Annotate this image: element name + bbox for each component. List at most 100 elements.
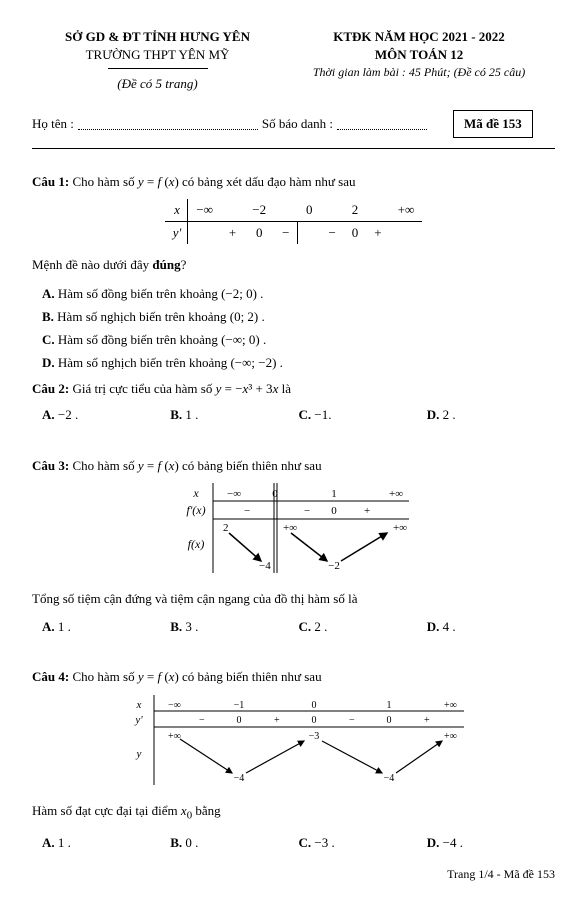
q3-opt-b: B. 3 . xyxy=(170,618,298,636)
q1-opt-a: A. Hàm số đồng biến trên khoảng (−2; 0) … xyxy=(42,285,555,303)
svg-text:0: 0 xyxy=(311,715,316,726)
q1-options: A. Hàm số đồng biến trên khoảng (−2; 0) … xyxy=(42,285,555,373)
q4-opt-b: B. 0 . xyxy=(170,834,298,852)
svg-text:−4: −4 xyxy=(383,773,394,784)
svg-text:+∞: +∞ xyxy=(393,522,407,534)
q3-options: A. 1 . B. 3 . C. 2 . D. 4 . xyxy=(42,618,555,636)
q3-variation-table: x f'(x) f(x) −∞ 0 1 +∞ − − 0 + 2 +∞ +∞ −… xyxy=(32,483,555,578)
q1-sign: 0 xyxy=(244,222,274,245)
svg-text:−2: −2 xyxy=(328,560,340,572)
svg-text:0: 0 xyxy=(236,715,241,726)
q1-sign: 0 xyxy=(344,222,367,245)
q2-options: A. −2 . B. 1 . C. −1. D. 2 . xyxy=(42,406,555,424)
q1-y-label: y' xyxy=(173,225,182,240)
q1-opt-b: B. Hàm số nghịch biến trên khoảng (0; 2)… xyxy=(42,308,555,326)
svg-text:1: 1 xyxy=(386,700,391,711)
svg-text:1: 1 xyxy=(331,488,337,500)
q2-opt-c: C. −1. xyxy=(299,406,427,424)
svg-text:f'(x): f'(x) xyxy=(186,503,205,517)
svg-text:f(x): f(x) xyxy=(187,537,204,551)
q1-xval: −2 xyxy=(244,199,274,222)
svg-text:−: − xyxy=(244,505,250,517)
svg-text:−4: −4 xyxy=(259,560,271,572)
svg-text:0: 0 xyxy=(331,505,337,517)
q1-xval: +∞ xyxy=(390,199,423,222)
q4-opt-a: A. 1 . xyxy=(42,834,170,852)
svg-text:−: − xyxy=(199,715,205,726)
q2-opt-a: A. −2 . xyxy=(42,406,170,424)
q1-xval: −∞ xyxy=(188,199,221,222)
svg-text:0: 0 xyxy=(272,488,278,500)
svg-text:+∞: +∞ xyxy=(444,700,457,711)
q1-sign-table: x −∞ −2 0 2 +∞ y' + 0 − − 0 + xyxy=(165,199,423,244)
svg-text:x: x xyxy=(135,699,141,711)
name-label: Họ tên : xyxy=(32,115,74,133)
q3-prompt: Tổng số tiệm cận đứng và tiệm cận ngang … xyxy=(32,590,555,608)
svg-text:−: − xyxy=(304,505,310,517)
subject: MÔN TOÁN 12 xyxy=(283,46,555,64)
svg-text:+: + xyxy=(364,505,370,517)
header-right: KTĐK NĂM HỌC 2021 - 2022 MÔN TOÁN 12 Thờ… xyxy=(283,28,555,94)
svg-text:−4: −4 xyxy=(233,773,244,784)
q4-prompt: Hàm số đạt cực đại tại điểm x0 bằng xyxy=(32,802,555,824)
question-3: Câu 3: Cho hàm số y = f (x) có bảng biến… xyxy=(32,457,555,637)
q1-text: Cho hàm số y = f (x) có bảng xét dấu đạo… xyxy=(72,174,355,189)
question-4: Câu 4: Cho hàm số y = f (x) có bảng biến… xyxy=(32,668,555,851)
svg-text:+∞: +∞ xyxy=(389,488,403,500)
q4-variation-table: x y' y −∞ −1 0 1 +∞ − 0 + 0 − 0 + +∞ −3 … xyxy=(32,695,555,790)
q2-num: Câu 2: xyxy=(32,381,69,396)
question-2: Câu 2: Giá trị cực tiểu của hàm số y = −… xyxy=(32,380,555,424)
separator xyxy=(32,148,555,149)
q1-opt-c: C. Hàm số đồng biến trên khoảng (−∞; 0) … xyxy=(42,331,555,349)
exam-code: Mã đề 153 xyxy=(453,110,533,138)
exam-title: KTĐK NĂM HỌC 2021 - 2022 xyxy=(283,28,555,46)
header-left-rule xyxy=(108,68,208,69)
id-label: Số báo danh : xyxy=(262,115,333,133)
q1-num: Câu 1: xyxy=(32,174,69,189)
q1-x-label: x xyxy=(174,202,180,217)
header: SỞ GD & ĐT TỈNH HƯNG YÊN TRƯỜNG THPT YÊN… xyxy=(32,28,555,94)
page-footer: Trang 1/4 - Mã đề 153 xyxy=(32,866,555,883)
svg-text:−3: −3 xyxy=(308,731,319,742)
q1-sign: − xyxy=(320,222,343,245)
svg-text:+: + xyxy=(274,715,280,726)
question-1: Câu 1: Cho hàm số y = f (x) có bảng xét … xyxy=(32,173,555,373)
q3-opt-c: C. 2 . xyxy=(299,618,427,636)
name-field[interactable] xyxy=(78,117,258,130)
q4-opt-c: C. −3 . xyxy=(299,834,427,852)
q1-opt-d: D. Hàm số nghịch biến trên khoảng (−∞; −… xyxy=(42,354,555,372)
svg-text:+∞: +∞ xyxy=(444,731,457,742)
q4-options: A. 1 . B. 0 . C. −3 . D. −4 . xyxy=(42,834,555,852)
q1-sign: + xyxy=(221,222,244,245)
q3-text: Cho hàm số y = f (x) có bảng biến thiên … xyxy=(72,458,321,473)
q2-opt-b: B. 1 . xyxy=(170,406,298,424)
svg-text:−1: −1 xyxy=(233,700,244,711)
q1-prompt: Mệnh đề nào dưới đây đúng? xyxy=(32,256,555,274)
name-row: Họ tên : Số báo danh : Mã đề 153 xyxy=(32,110,555,138)
q4-num: Câu 4: xyxy=(32,669,69,684)
pages-note: (Đề có 5 trang) xyxy=(32,75,283,93)
svg-text:+∞: +∞ xyxy=(168,731,181,742)
svg-text:−∞: −∞ xyxy=(168,700,181,711)
q4-opt-d: D. −4 . xyxy=(427,834,555,852)
q2-opt-d: D. 2 . xyxy=(427,406,555,424)
id-field[interactable] xyxy=(337,117,427,130)
header-left: SỞ GD & ĐT TỈNH HƯNG YÊN TRƯỜNG THPT YÊN… xyxy=(32,28,283,94)
svg-text:−∞: −∞ xyxy=(227,488,241,500)
q4-text: Cho hàm số y = f (x) có bảng biến thiên … xyxy=(72,669,321,684)
q1-xval: 2 xyxy=(344,199,367,222)
svg-text:−: − xyxy=(349,715,355,726)
svg-text:2: 2 xyxy=(223,522,229,534)
q2-text: Giá trị cực tiểu của hàm số y = −x³ + 3x… xyxy=(72,381,291,396)
svg-text:0: 0 xyxy=(311,700,316,711)
q1-sign: − xyxy=(274,222,298,245)
svg-text:+∞: +∞ xyxy=(283,522,297,534)
q3-num: Câu 3: xyxy=(32,458,69,473)
svg-text:+: + xyxy=(424,715,430,726)
dept-name: SỞ GD & ĐT TỈNH HƯNG YÊN xyxy=(32,28,283,46)
svg-text:y: y xyxy=(135,748,141,760)
q1-xval: 0 xyxy=(298,199,321,222)
svg-text:y': y' xyxy=(134,714,143,726)
school-name: TRƯỜNG THPT YÊN MỸ xyxy=(32,46,283,64)
q1-sign: + xyxy=(366,222,389,245)
